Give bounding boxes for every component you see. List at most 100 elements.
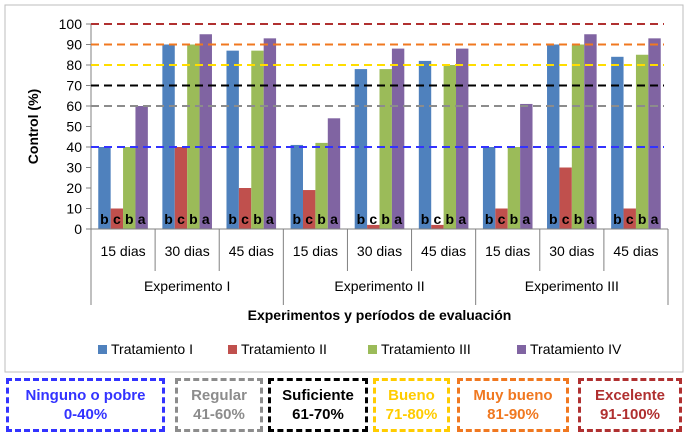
category-box-bueno: Bueno 71-80% <box>373 378 450 432</box>
category-box-regular: Regular 41-60% <box>175 378 263 432</box>
bar <box>547 44 560 229</box>
x-tick-label: 15 dias <box>485 243 530 259</box>
significance-letter: b <box>574 211 583 227</box>
significance-letter: a <box>394 211 402 227</box>
bar <box>520 103 533 229</box>
significance-letter: c <box>241 211 249 227</box>
significance-letter: b <box>164 211 173 227</box>
significance-letter: c <box>562 211 570 227</box>
category-range: 61-70% <box>292 406 344 423</box>
significance-letter: c <box>498 211 506 227</box>
legend-swatch <box>228 345 237 354</box>
x-tick-label: 15 dias <box>293 243 338 259</box>
x-tick-label: 30 dias <box>357 243 402 259</box>
significance-letter: b <box>125 211 134 227</box>
significance-letter: b <box>613 211 622 227</box>
significance-letter: a <box>522 211 530 227</box>
category-range: 71-80% <box>385 406 438 423</box>
significance-letter: b <box>189 211 198 227</box>
chart-frame <box>4 4 684 373</box>
y-tick-label: 30 <box>66 160 82 176</box>
significance-letter: b <box>293 211 302 227</box>
bar <box>391 48 405 229</box>
x-tick-label: 45 dias <box>421 243 466 259</box>
bar <box>611 56 624 229</box>
significance-letter: b <box>357 211 366 227</box>
significance-letter: c <box>434 211 442 227</box>
group-label: Experimento III <box>525 278 619 294</box>
significance-letter: a <box>266 211 274 227</box>
bar <box>584 34 597 229</box>
bar <box>251 50 264 230</box>
bar <box>635 54 649 229</box>
bar <box>162 44 175 229</box>
rating-category-boxes: Ninguno o pobre 0-40% Regular 41-60% Suf… <box>0 378 688 438</box>
category-box-ninguno: Ninguno o pobre 0-40% <box>6 378 165 432</box>
bar <box>174 147 188 229</box>
group-label: Experimento I <box>144 278 230 294</box>
legend-label: Tratamiento II <box>241 341 327 357</box>
x-tick-label: 45 dias <box>229 243 274 259</box>
legend-swatch <box>368 345 377 354</box>
category-range: 81-90% <box>487 406 539 423</box>
bar <box>226 50 239 230</box>
legend-swatch <box>98 345 107 354</box>
y-tick-label: 20 <box>66 180 82 196</box>
category-range: 0-40% <box>63 406 108 423</box>
significance-letter: b <box>485 211 494 227</box>
legend-label: Tratamiento I <box>111 341 193 357</box>
bar <box>367 224 380 229</box>
significance-letter: c <box>305 211 313 227</box>
bar <box>354 69 368 229</box>
bar <box>98 147 111 229</box>
bar <box>327 118 341 229</box>
significance-letter: a <box>587 211 595 227</box>
significance-letter: c <box>113 211 121 227</box>
legend-label: Tratamiento IV <box>530 341 622 357</box>
y-tick-label: 50 <box>66 119 82 135</box>
y-tick-label: 70 <box>66 78 82 94</box>
category-box-suficiente: Suficiente 61-70% <box>268 378 368 432</box>
bar <box>418 60 432 230</box>
significance-letter: b <box>100 211 109 227</box>
category-label: Muy bueno <box>473 387 553 404</box>
bar <box>623 208 636 229</box>
x-tick-label: 30 dias <box>549 243 594 259</box>
legend-label: Tratamiento III <box>381 341 471 357</box>
bar <box>456 48 469 229</box>
bar <box>135 106 148 229</box>
significance-letter: a <box>458 211 466 227</box>
x-tick-label: 45 dias <box>613 243 658 259</box>
bar <box>379 69 392 229</box>
category-range: 41-60% <box>193 406 245 423</box>
bar <box>571 44 585 229</box>
bar <box>263 38 277 229</box>
bar <box>187 44 200 229</box>
bar <box>199 34 212 229</box>
bar <box>315 142 328 229</box>
bar <box>302 190 316 229</box>
y-tick-label: 60 <box>66 98 82 114</box>
bar <box>648 38 661 229</box>
significance-letter: a <box>138 211 146 227</box>
bar <box>123 147 136 229</box>
significance-letter: b <box>228 211 237 227</box>
significance-letter: a <box>651 211 659 227</box>
y-tick-label: 90 <box>66 37 82 53</box>
category-label: Ninguno o pobre <box>25 387 146 404</box>
y-tick-label: 100 <box>59 16 83 32</box>
significance-letter: c <box>369 211 377 227</box>
bar <box>431 224 444 229</box>
significance-letter: b <box>510 211 519 227</box>
significance-letter: b <box>421 211 430 227</box>
category-box-excelente: Excelente 91-100% <box>578 378 682 432</box>
significance-letter: b <box>253 211 262 227</box>
significance-letter: b <box>381 211 390 227</box>
x-tick-label: 15 dias <box>100 243 145 259</box>
y-tick-label: 10 <box>66 201 82 217</box>
category-range: 91-100% <box>599 406 661 423</box>
bar <box>238 188 252 229</box>
x-tick-label: 30 dias <box>165 243 210 259</box>
significance-letter: a <box>330 211 338 227</box>
